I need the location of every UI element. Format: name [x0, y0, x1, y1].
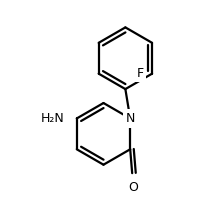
- Text: H₂N: H₂N: [41, 112, 65, 125]
- Text: F: F: [137, 67, 144, 80]
- Text: N: N: [126, 112, 135, 125]
- Text: O: O: [128, 181, 138, 194]
